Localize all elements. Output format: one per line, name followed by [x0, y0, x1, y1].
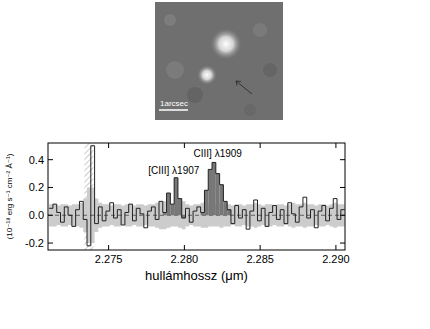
zero-line	[48, 215, 345, 216]
x-tick	[184, 245, 185, 250]
arrow	[236, 81, 252, 94]
line-fill	[223, 201, 227, 215]
line-fill	[216, 174, 220, 216]
image-texture	[187, 87, 203, 103]
sky-image	[155, 2, 283, 120]
y-tick-label: -0.2	[25, 237, 44, 249]
line-fill	[220, 185, 224, 216]
x-axis-title: hullámhossz (μm)	[145, 268, 248, 283]
y-tick-label: 0.0	[29, 209, 44, 221]
x-tick-label: 2.280	[171, 253, 199, 265]
line-fill	[178, 199, 182, 216]
line-fill	[212, 162, 216, 215]
image-texture	[244, 104, 256, 116]
faint-source	[197, 65, 217, 85]
x-tick-label: 2.275	[95, 253, 123, 265]
arrow-head	[236, 81, 241, 86]
image-texture	[166, 61, 184, 79]
spectrum	[49, 146, 344, 246]
y-tick	[48, 243, 53, 244]
y-tick	[340, 243, 345, 244]
x-tick-label: 2.285	[246, 253, 274, 265]
y-tick-label: 0.4	[29, 154, 44, 166]
x-tick	[260, 245, 261, 250]
line-fill	[208, 169, 212, 215]
x-tick	[335, 245, 336, 250]
image-texture	[263, 63, 277, 77]
line-annotation: CIII] λ1909	[194, 148, 243, 159]
y-tick-label: 0.2	[29, 181, 44, 193]
line-fill	[170, 204, 174, 215]
x-tick	[260, 143, 261, 148]
x-tick-label: 2.290	[322, 253, 350, 265]
line-fill	[227, 210, 231, 216]
image-texture	[164, 14, 176, 26]
y-tick	[340, 159, 345, 160]
figure: 1arcsec 2.275 2.280 2.285 2.290 -0.2 0.0 0.2 0.4…	[0, 0, 430, 329]
plot-area	[48, 143, 345, 250]
scale-bar	[159, 109, 188, 111]
x-tick	[335, 143, 336, 148]
y-tick	[48, 187, 53, 188]
image-texture	[253, 23, 267, 37]
y-tick	[340, 187, 345, 188]
scale-label: 1arcsec	[160, 99, 188, 108]
x-tick	[184, 143, 185, 148]
line-fill	[167, 193, 171, 215]
line-fill	[204, 190, 208, 215]
bright-source	[210, 28, 242, 60]
x-tick	[108, 245, 109, 250]
y-tick	[340, 215, 345, 216]
y-tick	[48, 159, 53, 160]
line-fill	[174, 178, 178, 216]
y-tick	[48, 215, 53, 216]
line-annotation: [CIII] λ1907	[148, 165, 200, 176]
y-axis-title: (10⁻¹⁸ erg s⁻¹ cm⁻² Å⁻¹)	[5, 153, 14, 239]
plot-frame	[48, 143, 345, 250]
x-tick	[108, 143, 109, 148]
